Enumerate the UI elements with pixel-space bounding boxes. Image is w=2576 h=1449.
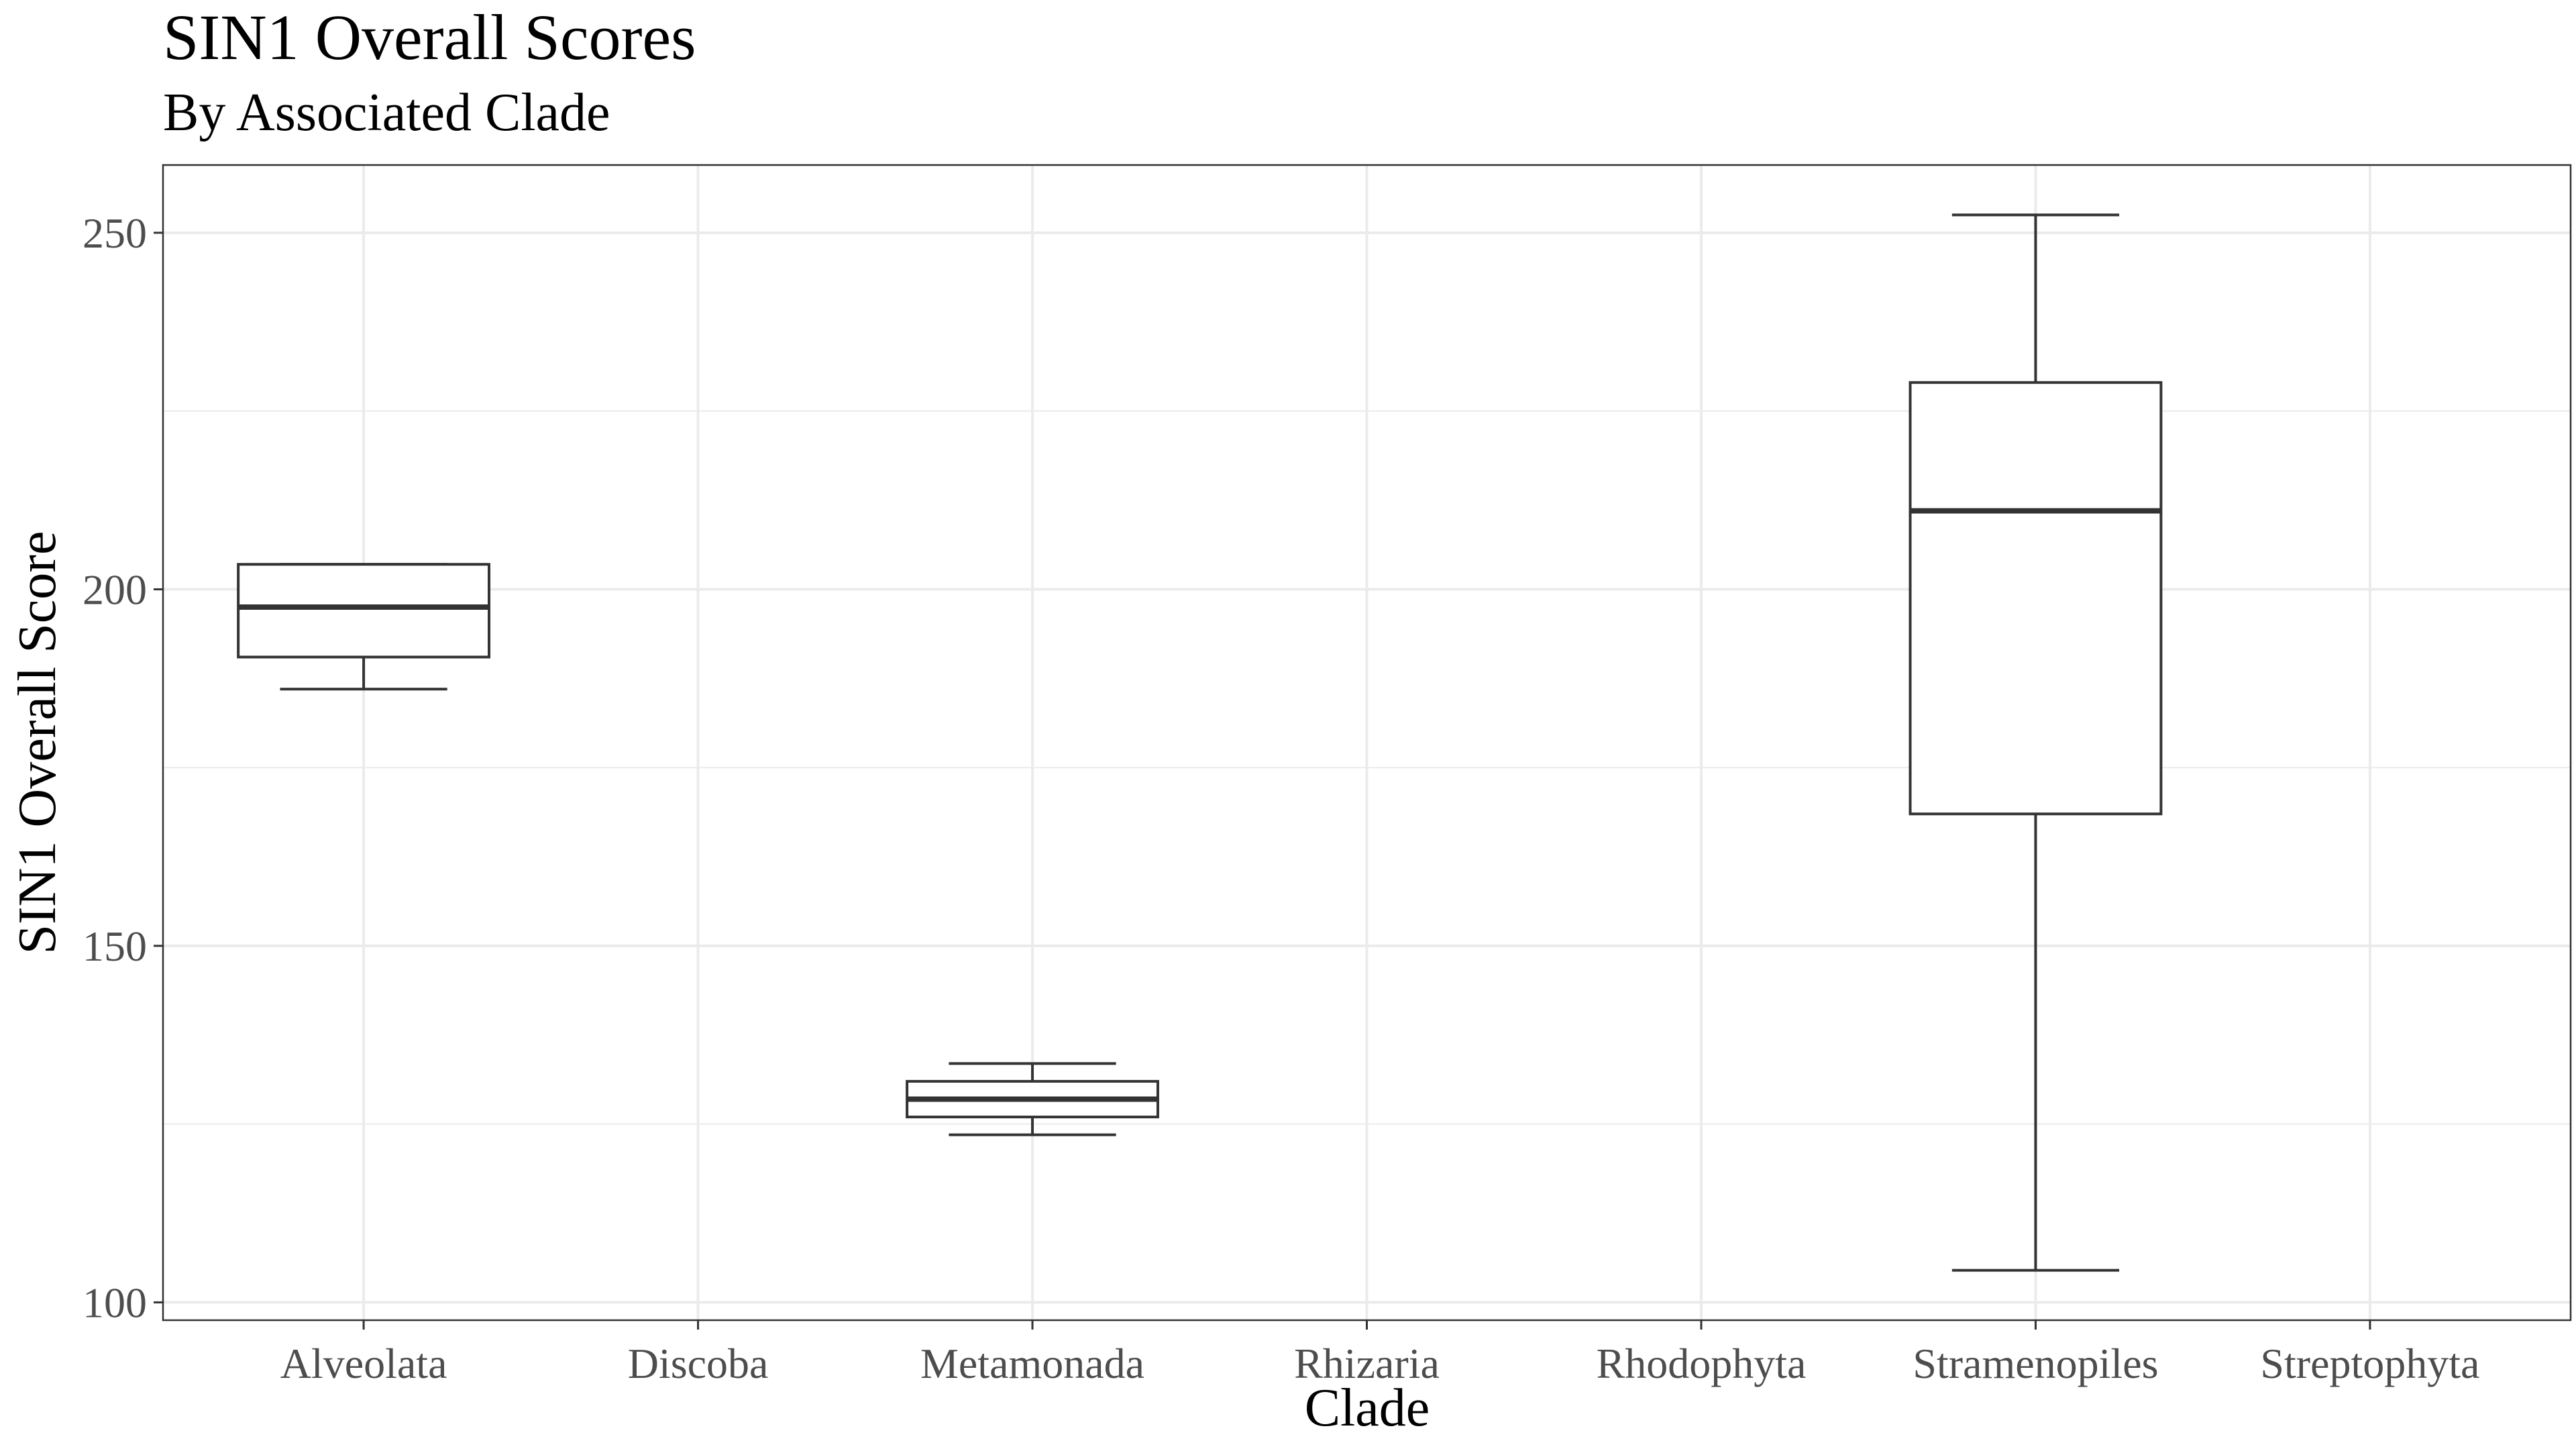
y-tick-label: 150 [83, 922, 147, 970]
x-axis-ticks: Alveolata Discoba Metamonada Rhizaria Rhodop… [280, 1320, 2479, 1387]
chart-title: SIN1 Overall Scores [163, 1, 696, 73]
box-stramenopiles [1909, 213, 2163, 1272]
major-gridlines [163, 165, 2571, 1320]
x-tick-label: Alveolata [280, 1340, 447, 1387]
x-tick-label: Metamonada [920, 1340, 1144, 1387]
box-alveolata [237, 563, 491, 691]
box-series [237, 213, 2163, 1272]
x-axis-label: Clade [1305, 1379, 1430, 1438]
box-iqr [1909, 381, 2163, 816]
x-tick-label: Stramenopiles [1913, 1340, 2158, 1387]
x-tick-label: Rhizaria [1294, 1340, 1440, 1387]
y-tick-label: 100 [83, 1279, 147, 1326]
x-tick-label: Discoba [628, 1340, 769, 1387]
x-tick-label: Streptophyta [2260, 1340, 2479, 1387]
y-tick-label: 200 [83, 566, 147, 613]
chart-subtitle: By Associated Clade [163, 83, 610, 142]
box-iqr [237, 563, 491, 659]
y-axis-label: SIN1 Overall Score [8, 531, 67, 955]
box-metamonada [906, 1062, 1159, 1136]
y-tick-label: 250 [83, 209, 147, 257]
y-axis-ticks: 100 150 200 250 [83, 209, 163, 1326]
x-tick-label: Rhodophyta [1597, 1340, 1807, 1387]
